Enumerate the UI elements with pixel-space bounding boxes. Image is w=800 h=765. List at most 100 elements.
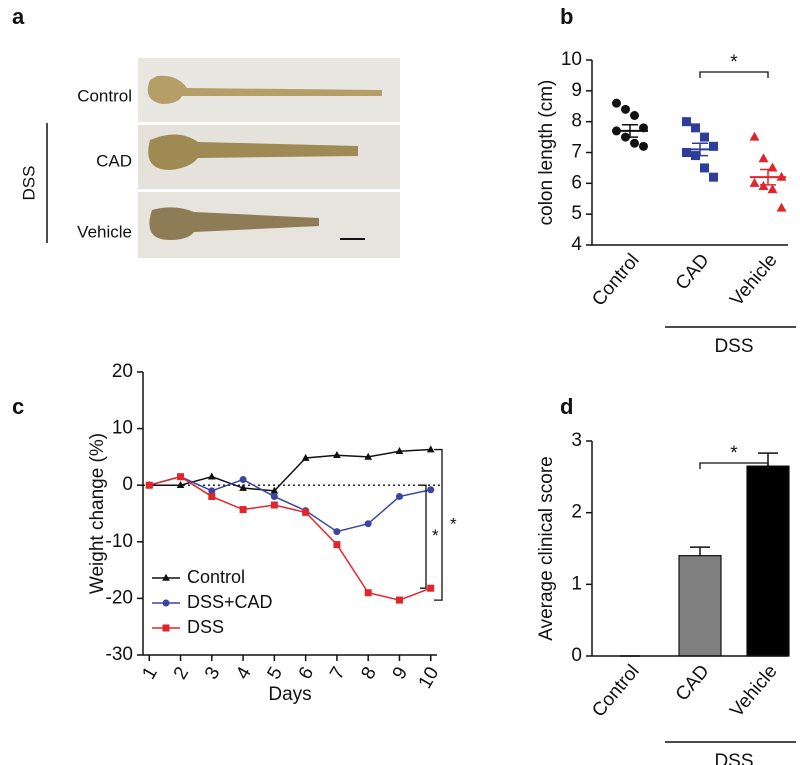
- significance-bracket: [699, 462, 769, 469]
- error-bar: [622, 124, 638, 138]
- error-bar: [760, 168, 776, 186]
- x-tick-label: 8: [357, 664, 380, 684]
- panel-letter: c: [12, 394, 24, 419]
- x-tick-label: 9: [389, 664, 412, 684]
- marker: [427, 486, 435, 494]
- panel-letter: a: [12, 4, 25, 29]
- x-tick-label: Control: [588, 250, 643, 310]
- marker: [395, 596, 403, 604]
- marker: [709, 141, 718, 151]
- marker: [207, 472, 216, 480]
- marker: [239, 483, 247, 491]
- x-tick-label: 2: [170, 664, 193, 684]
- marker: [630, 111, 639, 120]
- group-label: DSS: [714, 336, 753, 357]
- marker: [301, 453, 310, 461]
- y-tick-label: 6: [571, 172, 582, 193]
- x-tick-label: 10: [415, 664, 444, 693]
- marker: [426, 445, 435, 453]
- legend-label: DSS: [187, 617, 224, 637]
- marker: [333, 541, 341, 549]
- marker: [162, 599, 170, 607]
- row-label: CAD: [96, 151, 132, 170]
- y-tick-label: 1: [571, 573, 582, 594]
- marker: [749, 177, 760, 187]
- colon: [147, 75, 382, 104]
- marker: [176, 481, 185, 488]
- marker: [364, 520, 372, 528]
- series-line: [149, 475, 432, 601]
- marker: [177, 473, 185, 481]
- y-tick-label: 0: [571, 645, 582, 666]
- significance: *: [730, 52, 738, 73]
- marker: [208, 487, 216, 495]
- marker: [709, 172, 718, 182]
- significance: *: [432, 526, 439, 545]
- x-tick-label: Vehicle: [726, 250, 781, 310]
- y-tick-label: 10: [561, 49, 582, 70]
- y-tick-label: 8: [571, 111, 582, 132]
- marker: [691, 123, 700, 133]
- photo: [138, 58, 400, 258]
- marker: [700, 132, 709, 142]
- marker: [758, 153, 769, 163]
- marker: [364, 452, 373, 460]
- legend-label: Control: [187, 567, 245, 587]
- y-tick-label: 5: [571, 203, 582, 224]
- marker: [270, 486, 279, 494]
- row-label: Control: [77, 86, 132, 105]
- marker: [621, 104, 630, 114]
- row-label: Vehicle: [77, 222, 132, 241]
- marker: [162, 624, 170, 632]
- x-tick-label: 4: [232, 663, 256, 683]
- marker: [364, 589, 372, 597]
- y-axis-label: Weight change (%): [87, 433, 108, 594]
- error-bar: [692, 142, 708, 157]
- y-tick-label: 9: [571, 80, 582, 101]
- y-tick-label: 20: [112, 361, 133, 382]
- marker: [162, 573, 170, 581]
- bar: [746, 465, 790, 657]
- marker: [270, 493, 278, 501]
- y-tick-label: 4: [571, 234, 582, 255]
- x-tick-label: CAD: [672, 250, 714, 294]
- marker: [630, 138, 639, 148]
- y-tick-label: -30: [106, 644, 133, 665]
- legend-label: DSS+CAD: [187, 592, 273, 612]
- y-tick-label: 10: [112, 418, 133, 439]
- marker: [700, 163, 709, 173]
- x-tick-label: CAD: [672, 661, 714, 705]
- marker: [427, 584, 435, 592]
- colon: [149, 207, 319, 240]
- panel-letter: b: [560, 4, 573, 29]
- marker: [395, 447, 404, 455]
- panel-letter: d: [560, 394, 573, 419]
- marker: [395, 493, 403, 501]
- group-label: DSS: [714, 751, 753, 765]
- marker: [612, 98, 621, 108]
- significance-bracket: [420, 484, 427, 589]
- y-axis-label: colon length (cm): [536, 80, 557, 226]
- marker: [639, 141, 648, 151]
- error-bar: [690, 546, 710, 556]
- marker: [333, 451, 341, 459]
- marker: [302, 508, 310, 516]
- x-tick-label: Vehicle: [726, 661, 781, 721]
- x-axis-label: Days: [268, 684, 311, 705]
- marker: [239, 476, 247, 484]
- colon: [148, 134, 358, 170]
- y-tick-label: 7: [571, 142, 582, 163]
- y-tick-label: 0: [122, 474, 133, 495]
- x-tick-label: Control: [588, 661, 643, 721]
- marker: [270, 501, 278, 509]
- x-tick-label: 1: [138, 664, 161, 684]
- x-tick-label: 7: [326, 664, 349, 684]
- marker: [776, 202, 787, 212]
- marker: [145, 481, 153, 489]
- y-axis-label: Average clinical score: [536, 456, 557, 640]
- marker: [682, 148, 691, 157]
- y-tick-label: 2: [571, 502, 582, 523]
- y-tick-label: -10: [106, 531, 133, 552]
- marker: [239, 506, 247, 514]
